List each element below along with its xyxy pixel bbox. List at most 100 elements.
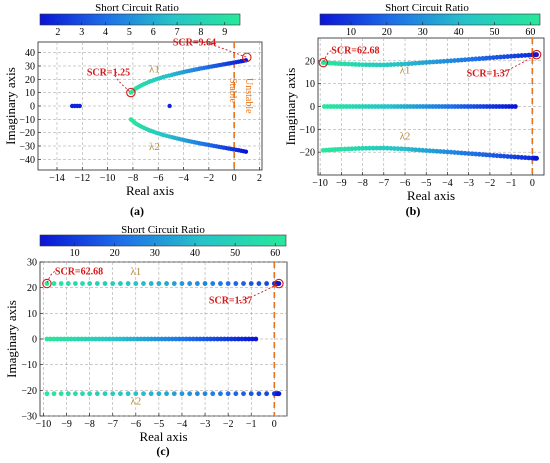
x-tick-label: −2 [204, 173, 215, 184]
y-tick-label: −10 [299, 125, 315, 136]
data-point [522, 52, 528, 58]
scr-annotation: SCR=62.68 [331, 46, 379, 57]
data-point [124, 336, 130, 342]
series-1 [44, 391, 282, 397]
x-tick-label: −2 [485, 178, 496, 189]
data-point [399, 146, 404, 152]
y-tick-label: −10 [19, 115, 35, 126]
data-point [501, 54, 507, 60]
data-point [176, 336, 182, 342]
series-0 [128, 58, 249, 95]
x-tick-label: −1 [506, 178, 517, 189]
data-point [121, 336, 126, 342]
data-point [133, 281, 139, 286]
data-point [459, 150, 464, 156]
data-point [87, 391, 93, 397]
data-point [476, 151, 482, 157]
y-tick-label: 40 [25, 48, 35, 59]
data-point [89, 336, 95, 342]
data-point [406, 146, 411, 152]
series-2 [44, 336, 259, 342]
data-point [141, 391, 146, 397]
x-tick-label: −10 [36, 419, 52, 430]
data-point [94, 281, 100, 286]
data-point [211, 336, 217, 342]
x-tick-label: −3 [200, 419, 211, 430]
data-point [166, 336, 172, 342]
eigenvalue-label: λ1 [130, 266, 141, 278]
data-point [519, 53, 525, 58]
data-point [110, 336, 116, 342]
annotation-arrow [496, 54, 537, 75]
data-point [58, 391, 64, 397]
data-point [377, 62, 383, 68]
y-tick-label: 10 [305, 79, 315, 90]
data-point [399, 61, 404, 67]
data-point [167, 103, 172, 109]
colorbar-tick-label: 2 [55, 27, 60, 38]
panel-label-c: (c) [156, 444, 169, 458]
data-point [473, 151, 479, 157]
data-point [423, 148, 429, 153]
y-tick-label: −20 [299, 148, 315, 159]
colorbar-tick-label: 50 [230, 248, 240, 259]
data-point [225, 391, 231, 397]
data-point [406, 61, 411, 67]
data-point [242, 336, 248, 342]
data-point [381, 62, 387, 68]
x-tick-label: −6 [153, 173, 164, 184]
data-point [276, 391, 282, 397]
data-point [202, 281, 208, 286]
data-point [197, 336, 203, 342]
y-tick-label: 10 [25, 88, 35, 99]
y-tick-label: 20 [25, 75, 35, 86]
data-point [241, 391, 246, 397]
eigenvalue-label: λ1 [400, 64, 411, 76]
data-point [434, 148, 440, 154]
colorbar-a [39, 13, 241, 26]
data-point [118, 281, 123, 286]
data-point [225, 281, 231, 286]
colorbar-tick-label: 5 [127, 27, 132, 38]
data-point [86, 336, 92, 342]
colorbar-tick-label: 20 [110, 248, 120, 259]
annotation-marker [42, 278, 52, 289]
data-point [215, 336, 220, 342]
data-point [459, 57, 464, 63]
data-point [462, 150, 468, 156]
annotation-marker [274, 278, 284, 289]
scr-annotation: SCR=1.37 [209, 296, 252, 307]
data-point [367, 62, 373, 68]
data-point [65, 281, 71, 286]
annotation-arrow [114, 72, 132, 93]
colorbar-title-b: Short Circuit Ratio [385, 2, 469, 14]
colorbar-ticks-c: 10 20 30 40 50 60 [70, 243, 280, 259]
x-tick-label: −8 [84, 419, 95, 430]
y-tick-label: 30 [25, 62, 35, 73]
x-tick-label: 2 [257, 173, 262, 184]
colorbar-tick-label: 9 [222, 27, 227, 38]
data-point [210, 281, 216, 286]
data-point [102, 281, 108, 286]
data-point [253, 336, 259, 342]
data-point [239, 336, 245, 342]
data-point [363, 145, 369, 151]
annotation-arrow [322, 50, 332, 63]
data-point [164, 391, 169, 397]
data-point [218, 281, 223, 286]
data-point [58, 336, 64, 342]
data-point [473, 56, 479, 62]
data-point [498, 153, 503, 159]
x-axis-label: Real axis [139, 429, 187, 444]
data-point [194, 281, 200, 286]
data-point [61, 336, 67, 342]
x-tick-label: −5 [154, 419, 165, 430]
data-point [505, 54, 510, 59]
data-point [162, 336, 168, 342]
data-point [229, 336, 234, 342]
y-tick-label: −20 [19, 128, 35, 139]
data-point [135, 336, 140, 342]
data-point [480, 55, 486, 61]
data-point [374, 145, 380, 151]
data-point [476, 56, 482, 62]
